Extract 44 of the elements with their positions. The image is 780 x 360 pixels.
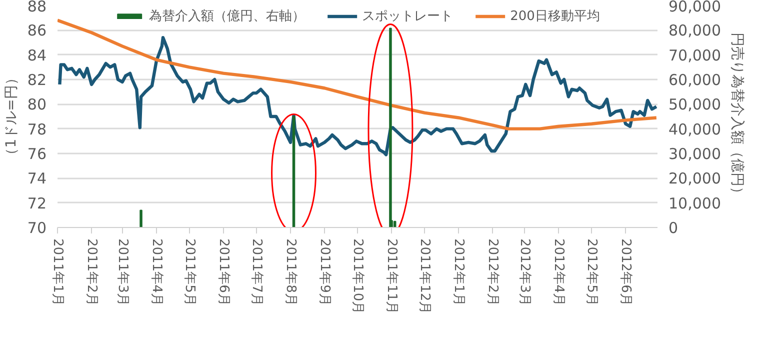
line-series <box>58 36 658 156</box>
y-axis-title: （1ドル=円） <box>3 71 20 162</box>
y2-tick-label: 40,000 <box>668 120 721 138</box>
legend-label: スポットレート <box>362 8 454 25</box>
y2-tick-label: 20,000 <box>668 170 721 188</box>
x-tick-label: 2011年1月 <box>50 238 65 306</box>
x-tick-label: 2011年9月 <box>317 238 332 306</box>
y-tick-label: 86 <box>27 22 47 40</box>
y2-tick-label: 70,000 <box>668 46 721 64</box>
x-tick-label: 2011年7月 <box>248 238 264 306</box>
x-tick-label: 2011年12月 <box>417 238 432 314</box>
y-tick-label: 88 <box>27 0 47 16</box>
y-tick-label: 80 <box>27 96 47 114</box>
y2-tick-label: 10,000 <box>668 194 721 212</box>
x-tick-label: 2012年5月 <box>584 238 600 306</box>
y-tick-label: 74 <box>27 170 47 188</box>
x-tick-label: 2011年6月 <box>216 238 231 306</box>
x-tick-label: 2011年10月 <box>350 238 365 314</box>
y-tick-label: 78 <box>27 120 47 138</box>
y-tick-label: 72 <box>27 194 47 212</box>
x-tick-label: 2012年2月 <box>485 238 500 306</box>
x-tick-label: 2012年6月 <box>618 238 634 306</box>
x-tick-label: 2011年4月 <box>148 238 164 306</box>
y-tick-label: 82 <box>27 71 47 89</box>
y-tick-label: 84 <box>27 46 47 64</box>
y2-axis-title: 円売り為替介入額（億円） <box>728 32 745 200</box>
x-tick-label: 2012年1月 <box>451 238 466 306</box>
y2-tick-label: 30,000 <box>668 145 721 163</box>
x-tick-label: 2011年11月 <box>384 238 400 314</box>
legend-label: 200日移動平均 <box>510 8 600 25</box>
y2-tick-label: 90,000 <box>668 0 721 16</box>
legend-label: 為替介入額（億円、右軸） <box>149 8 306 25</box>
x-tick-label: 2012年3月 <box>517 238 532 306</box>
y2-tick-label: 80,000 <box>668 22 721 40</box>
x-tick-label: 2012年4月 <box>551 238 566 306</box>
x-tick-label: 2011年2月 <box>84 238 100 306</box>
y-tick-label: 70 <box>27 219 47 237</box>
y2-tick-label: 60,000 <box>668 71 721 89</box>
y2-tick-label: 0 <box>668 219 678 237</box>
x-tick-label: 2011年5月 <box>182 238 197 306</box>
y-tick-label: 76 <box>27 145 47 163</box>
x-tick-label: 2011年3月 <box>114 238 130 306</box>
y2-tick-label: 50,000 <box>668 96 721 114</box>
x-tick-label: 2011年8月 <box>282 238 298 306</box>
